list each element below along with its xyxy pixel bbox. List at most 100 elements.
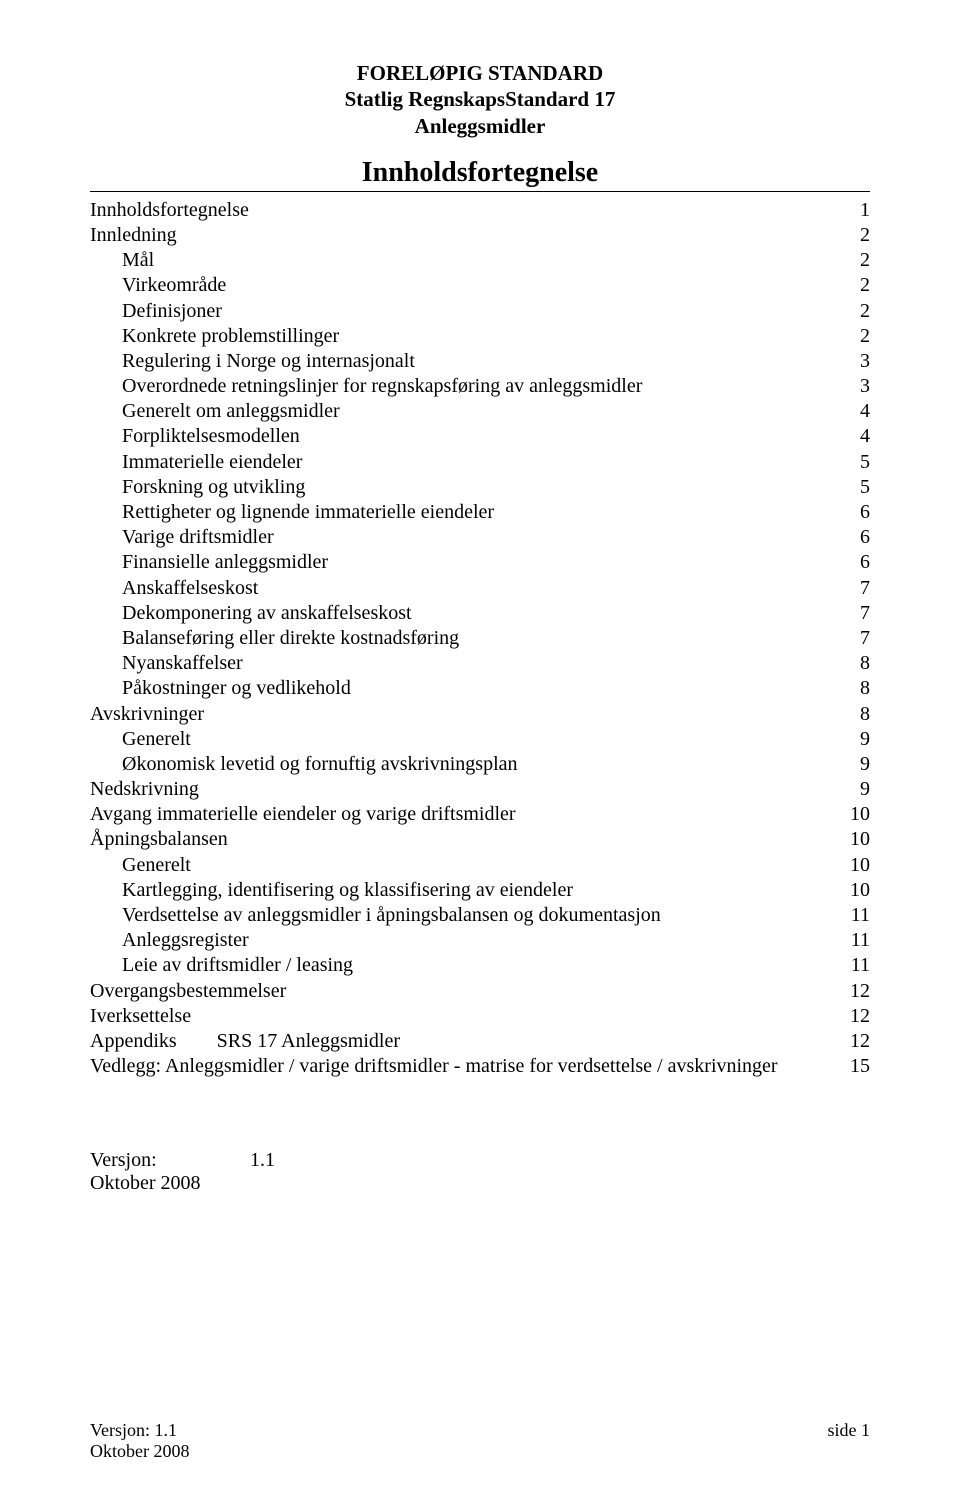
toc-label: Åpningsbalansen: [90, 827, 228, 852]
toc-label: Verdsettelse av anleggsmidler i åpningsb…: [122, 903, 661, 928]
toc-label: Økonomisk levetid og fornuftig avskrivni…: [122, 752, 518, 777]
toc-row: Kartlegging, identifisering og klassifis…: [90, 878, 870, 903]
toc-page-number: 1: [860, 198, 870, 223]
toc-row: Anleggsregister 11: [90, 928, 870, 953]
footer: Versjon: 1.1 Oktober 2008 side 1: [90, 1420, 870, 1462]
toc-label: Anskaffelseskost: [122, 576, 258, 601]
toc-page-number: 9: [860, 777, 870, 802]
toc-row: Dekomponering av anskaffelseskost 7: [90, 601, 870, 626]
footer-left: Versjon: 1.1 Oktober 2008: [90, 1420, 189, 1462]
footer-version: Versjon: 1.1: [90, 1420, 189, 1441]
toc-row: Anskaffelseskost 7: [90, 576, 870, 601]
toc-label: Generelt: [122, 727, 191, 752]
toc-row: Nyanskaffelser 8: [90, 651, 870, 676]
title-line-3: Anleggsmidler: [90, 113, 870, 139]
toc-page-number: 9: [860, 727, 870, 752]
toc-page-number: 6: [860, 525, 870, 550]
toc-page-number: 3: [860, 374, 870, 399]
toc-label: Forpliktelsesmodellen: [122, 424, 300, 449]
toc-page-number: 2: [860, 324, 870, 349]
toc-page-number: 7: [860, 576, 870, 601]
toc-row: Varige driftsmidler 6: [90, 525, 870, 550]
toc-row: Påkostninger og vedlikehold8: [90, 676, 870, 701]
toc-row: Avskrivninger8: [90, 702, 870, 727]
toc-row: Rettigheter og lignende immaterielle eie…: [90, 500, 870, 525]
toc-label: Kartlegging, identifisering og klassifis…: [122, 878, 573, 903]
toc-label: Nedskrivning: [90, 777, 199, 802]
toc-row: Generelt om anleggsmidler4: [90, 399, 870, 424]
toc-label: Konkrete problemstillinger: [122, 324, 339, 349]
toc-heading: Innholdsfortegnelse: [90, 157, 870, 189]
toc-label: Forskning og utvikling: [122, 475, 305, 500]
toc-page-number: 15: [850, 1054, 870, 1079]
toc-page-number: 9: [860, 752, 870, 777]
toc-label: Generelt: [122, 853, 191, 878]
toc-label: Immaterielle eiendeler: [122, 450, 302, 475]
toc-row: Forskning og utvikling5: [90, 475, 870, 500]
toc-label: Rettigheter og lignende immaterielle eie…: [122, 500, 494, 525]
toc-row: Innledning 2: [90, 223, 870, 248]
toc-row: Forpliktelsesmodellen 4: [90, 424, 870, 449]
toc-page-number: 6: [860, 500, 870, 525]
toc-page-number: 11: [851, 953, 870, 978]
toc-page-number: 2: [860, 299, 870, 324]
toc-row: Balanseføring eller direkte kostnadsføri…: [90, 626, 870, 651]
toc-row: Overordnede retningslinjer for regnskaps…: [90, 374, 870, 399]
toc-row: Generelt 9: [90, 727, 870, 752]
toc-label: Leie av driftsmidler / leasing: [122, 953, 353, 978]
toc-page-number: 8: [860, 651, 870, 676]
title-block: FORELØPIG STANDARD Statlig RegnskapsStan…: [90, 60, 870, 139]
toc-row: Konkrete problemstillinger 2: [90, 324, 870, 349]
toc-label: Finansielle anleggsmidler: [122, 550, 328, 575]
toc-label: Påkostninger og vedlikehold: [122, 676, 351, 701]
toc-row: Finansielle anleggsmidler 6: [90, 550, 870, 575]
version-label: Versjon:: [90, 1149, 250, 1172]
title-line-1: FORELØPIG STANDARD: [90, 60, 870, 86]
footer-date: Oktober 2008: [90, 1441, 189, 1462]
toc-page-number: 8: [860, 702, 870, 727]
toc-page-number: 10: [850, 878, 870, 903]
footer-right: side 1: [828, 1420, 871, 1462]
toc-label: Virkeområde: [122, 273, 226, 298]
toc-page-number: 10: [850, 802, 870, 827]
toc-row: Nedskrivning 9: [90, 777, 870, 802]
toc-row: Åpningsbalansen 10: [90, 827, 870, 852]
toc-label: Nyanskaffelser: [122, 651, 243, 676]
toc-row: Iverksettelse 12: [90, 1004, 870, 1029]
toc-page-number: 11: [851, 928, 870, 953]
toc-label: Varige driftsmidler: [122, 525, 274, 550]
divider: [90, 191, 870, 192]
toc-page-number: 11: [851, 903, 870, 928]
toc-label: Appendiks SRS 17 Anleggsmidler: [90, 1029, 400, 1054]
toc-row: Avgang immaterielle eiendeler og varige …: [90, 802, 870, 827]
toc-row: Leie av driftsmidler / leasing 11: [90, 953, 870, 978]
toc-label: Innledning: [90, 223, 177, 248]
toc-page-number: 10: [850, 827, 870, 852]
toc-label: Vedlegg: Anleggsmidler / varige driftsmi…: [90, 1054, 778, 1079]
toc-page-number: 12: [850, 1004, 870, 1029]
toc-label: Anleggsregister: [122, 928, 249, 953]
toc-row: Regulering i Norge og internasjonalt3: [90, 349, 870, 374]
toc-label: Dekomponering av anskaffelseskost: [122, 601, 412, 626]
toc-row: Generelt10: [90, 853, 870, 878]
toc-label: Iverksettelse: [90, 1004, 191, 1029]
toc-page-number: 7: [860, 601, 870, 626]
toc-page-number: 6: [860, 550, 870, 575]
toc-label: Mål: [122, 248, 154, 273]
version-block: Versjon: 1.1 Oktober 2008: [90, 1149, 870, 1195]
toc-row: Vedlegg: Anleggsmidler / varige driftsmi…: [90, 1054, 870, 1079]
toc-row: Verdsettelse av anleggsmidler i åpningsb…: [90, 903, 870, 928]
toc-row: Overgangsbestemmelser12: [90, 979, 870, 1004]
version-date: Oktober 2008: [90, 1172, 870, 1195]
toc-page-number: 2: [860, 223, 870, 248]
page: FORELØPIG STANDARD Statlig RegnskapsStan…: [0, 0, 960, 1502]
toc-label: Definisjoner: [122, 299, 222, 324]
toc-row: Immaterielle eiendeler5: [90, 450, 870, 475]
toc-row: Mål2: [90, 248, 870, 273]
toc-page-number: 7: [860, 626, 870, 651]
toc-row: Appendiks SRS 17 Anleggsmidler12: [90, 1029, 870, 1054]
toc-row: Innholdsfortegnelse1: [90, 198, 870, 223]
toc-page-number: 4: [860, 424, 870, 449]
toc-page-number: 3: [860, 349, 870, 374]
version-value: 1.1: [250, 1149, 275, 1172]
